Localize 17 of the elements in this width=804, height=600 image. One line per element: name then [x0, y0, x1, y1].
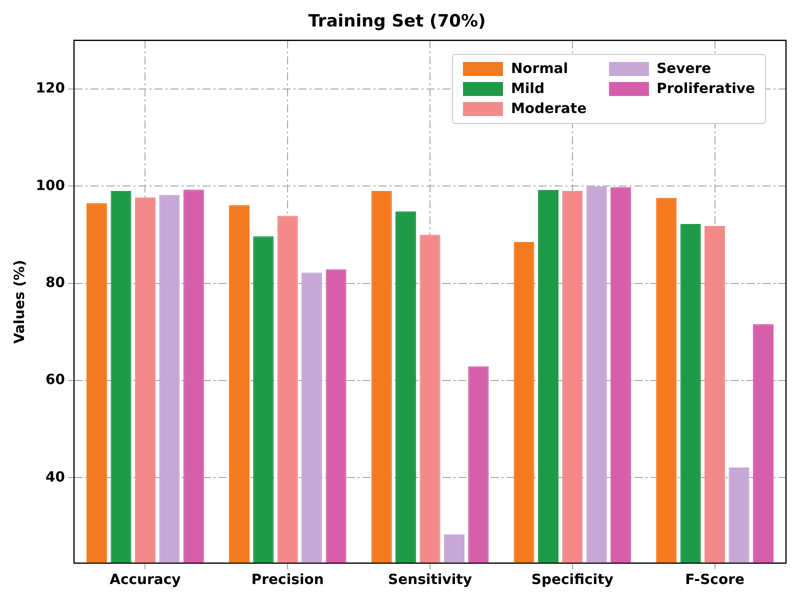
legend-label: Normal	[510, 61, 568, 77]
x-tick-label: Precision	[251, 572, 324, 588]
y-tick-label: 40	[46, 469, 66, 486]
x-tick-label: Accuracy	[110, 572, 181, 588]
legend-label: Severe	[656, 61, 712, 77]
y-tick-label: 100	[36, 178, 66, 194]
x-tick-label: Sensitivity	[388, 572, 472, 588]
legend-label: Moderate	[510, 101, 587, 117]
x-tick-label: Specificity	[531, 572, 614, 588]
y-axis-title: Values (%)	[12, 260, 28, 344]
x-tick-label: F-Score	[685, 572, 744, 588]
y-tick-label: 120	[36, 80, 66, 97]
chart-title: Training Set (70%)	[308, 12, 486, 32]
legend-label: Proliferative	[656, 81, 755, 97]
legend-label: Mild	[510, 81, 545, 97]
y-tick-label: 60	[46, 372, 66, 388]
y-tick-label: 80	[46, 274, 66, 291]
